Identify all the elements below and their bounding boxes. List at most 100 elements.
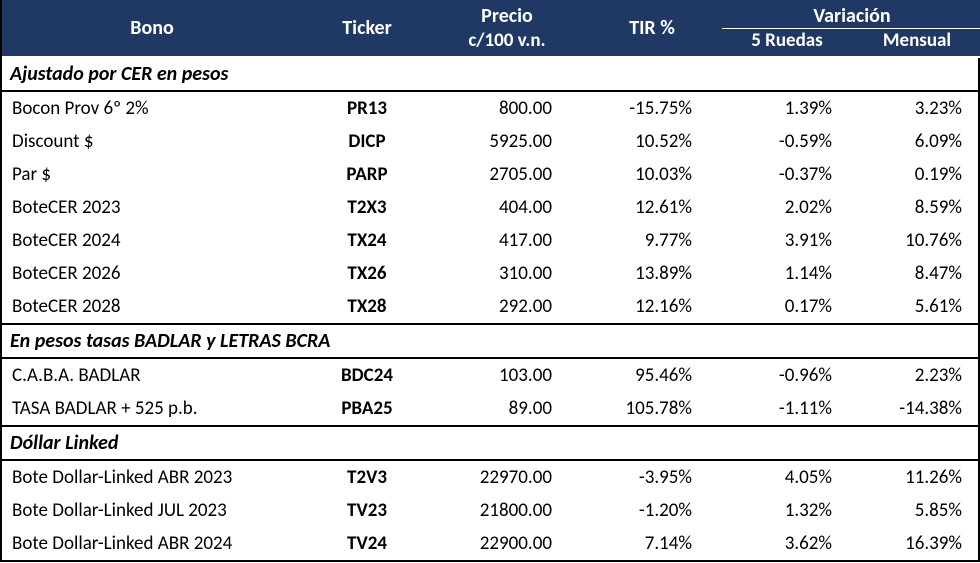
col-header-variacion-group: Variación: [722, 0, 980, 29]
table-header: Bono Ticker Precio TIR % Variación c/100…: [2, 0, 980, 57]
table-row: Bote Dollar-Linked ABR 2023T2V322970.00-…: [2, 460, 980, 494]
precio-cell: 22970.00: [432, 460, 582, 494]
section-header: Ajustado por CER en pesos: [2, 57, 980, 91]
varm-cell: 3.23%: [852, 91, 980, 125]
ticker-cell: TX28: [302, 290, 432, 324]
bono-cell: TASA BADLAR + 525 p.b.: [2, 392, 302, 426]
var5-cell: -0.96%: [722, 358, 852, 392]
col-header-precio-line2: c/100 v.n.: [432, 29, 582, 58]
bonds-table-container: Bono Ticker Precio TIR % Variación c/100…: [0, 0, 980, 562]
ticker-cell: PR13: [302, 91, 432, 125]
bonds-table: Bono Ticker Precio TIR % Variación c/100…: [2, 0, 980, 560]
var5-cell: 0.17%: [722, 290, 852, 324]
table-row: BoteCER 2024TX24417.009.77%3.91%10.76%: [2, 224, 980, 257]
bono-cell: BoteCER 2024: [2, 224, 302, 257]
table-row: BoteCER 2028TX28292.0012.16%0.17%5.61%: [2, 290, 980, 324]
ticker-cell: TV24: [302, 527, 432, 560]
table-row: Bote Dollar-Linked ABR 2024TV2422900.007…: [2, 527, 980, 560]
bono-cell: Bote Dollar-Linked JUL 2023: [2, 494, 302, 527]
varm-cell: 8.47%: [852, 257, 980, 290]
table-row: Bocon Prov 6º 2%PR13800.00-15.75%1.39%3.…: [2, 91, 980, 125]
varm-cell: 2.23%: [852, 358, 980, 392]
tir-cell: 10.52%: [582, 125, 722, 158]
var5-cell: 1.39%: [722, 91, 852, 125]
var5-cell: 4.05%: [722, 460, 852, 494]
varm-cell: 16.39%: [852, 527, 980, 560]
section-header: Dóllar Linked: [2, 426, 980, 460]
tir-cell: -3.95%: [582, 460, 722, 494]
tir-cell: 7.14%: [582, 527, 722, 560]
precio-cell: 89.00: [432, 392, 582, 426]
tir-cell: 10.03%: [582, 158, 722, 191]
bono-cell: BoteCER 2023: [2, 191, 302, 224]
col-header-var-5ruedas: 5 Ruedas: [722, 29, 852, 58]
var5-cell: 2.02%: [722, 191, 852, 224]
var5-cell: -0.37%: [722, 158, 852, 191]
bono-cell: BoteCER 2026: [2, 257, 302, 290]
ticker-cell: PBA25: [302, 392, 432, 426]
ticker-cell: T2V3: [302, 460, 432, 494]
tir-cell: 95.46%: [582, 358, 722, 392]
precio-cell: 310.00: [432, 257, 582, 290]
bono-cell: Bote Dollar-Linked ABR 2023: [2, 460, 302, 494]
var5-cell: 1.32%: [722, 494, 852, 527]
precio-cell: 292.00: [432, 290, 582, 324]
varm-cell: 5.61%: [852, 290, 980, 324]
tir-cell: 12.16%: [582, 290, 722, 324]
precio-cell: 417.00: [432, 224, 582, 257]
precio-cell: 21800.00: [432, 494, 582, 527]
ticker-cell: TX26: [302, 257, 432, 290]
ticker-cell: PARP: [302, 158, 432, 191]
var5-cell: -0.59%: [722, 125, 852, 158]
varm-cell: 0.19%: [852, 158, 980, 191]
bono-cell: Discount $: [2, 125, 302, 158]
varm-cell: 10.76%: [852, 224, 980, 257]
varm-cell: 6.09%: [852, 125, 980, 158]
varm-cell: 8.59%: [852, 191, 980, 224]
varm-cell: -14.38%: [852, 392, 980, 426]
table-body: Ajustado por CER en pesosBocon Prov 6º 2…: [2, 57, 980, 560]
col-header-bono: Bono: [2, 0, 302, 57]
tir-cell: 12.61%: [582, 191, 722, 224]
ticker-cell: TV23: [302, 494, 432, 527]
section-title: Ajustado por CER en pesos: [2, 57, 980, 91]
ticker-cell: TX24: [302, 224, 432, 257]
precio-cell: 2705.00: [432, 158, 582, 191]
section-title: Dóllar Linked: [2, 426, 980, 460]
section-header: En pesos tasas BADLAR y LETRAS BCRA: [2, 324, 980, 358]
varm-cell: 11.26%: [852, 460, 980, 494]
varm-cell: 5.85%: [852, 494, 980, 527]
bono-cell: Bote Dollar-Linked ABR 2024: [2, 527, 302, 560]
var5-cell: 3.62%: [722, 527, 852, 560]
precio-cell: 103.00: [432, 358, 582, 392]
var5-cell: 1.14%: [722, 257, 852, 290]
precio-cell: 22900.00: [432, 527, 582, 560]
tir-cell: 13.89%: [582, 257, 722, 290]
bono-cell: BoteCER 2028: [2, 290, 302, 324]
ticker-cell: BDC24: [302, 358, 432, 392]
table-row: C.A.B.A. BADLARBDC24103.0095.46%-0.96%2.…: [2, 358, 980, 392]
bono-cell: Bocon Prov 6º 2%: [2, 91, 302, 125]
col-header-ticker: Ticker: [302, 0, 432, 57]
var5-cell: -1.11%: [722, 392, 852, 426]
bono-cell: C.A.B.A. BADLAR: [2, 358, 302, 392]
ticker-cell: T2X3: [302, 191, 432, 224]
bono-cell: Par $: [2, 158, 302, 191]
tir-cell: 9.77%: [582, 224, 722, 257]
precio-cell: 800.00: [432, 91, 582, 125]
var5-cell: 3.91%: [722, 224, 852, 257]
tir-cell: -1.20%: [582, 494, 722, 527]
col-header-tir: TIR %: [582, 0, 722, 57]
section-title: En pesos tasas BADLAR y LETRAS BCRA: [2, 324, 980, 358]
col-header-var-mensual: Mensual: [852, 29, 980, 58]
precio-cell: 5925.00: [432, 125, 582, 158]
table-row: Bote Dollar-Linked JUL 2023TV2321800.00-…: [2, 494, 980, 527]
precio-cell: 404.00: [432, 191, 582, 224]
table-row: BoteCER 2023T2X3404.0012.61%2.02%8.59%: [2, 191, 980, 224]
tir-cell: 105.78%: [582, 392, 722, 426]
table-row: TASA BADLAR + 525 p.b.PBA2589.00105.78%-…: [2, 392, 980, 426]
col-header-precio-line1: Precio: [432, 0, 582, 29]
tir-cell: -15.75%: [582, 91, 722, 125]
table-row: BoteCER 2026TX26310.0013.89%1.14%8.47%: [2, 257, 980, 290]
table-row: Par $PARP2705.0010.03%-0.37%0.19%: [2, 158, 980, 191]
